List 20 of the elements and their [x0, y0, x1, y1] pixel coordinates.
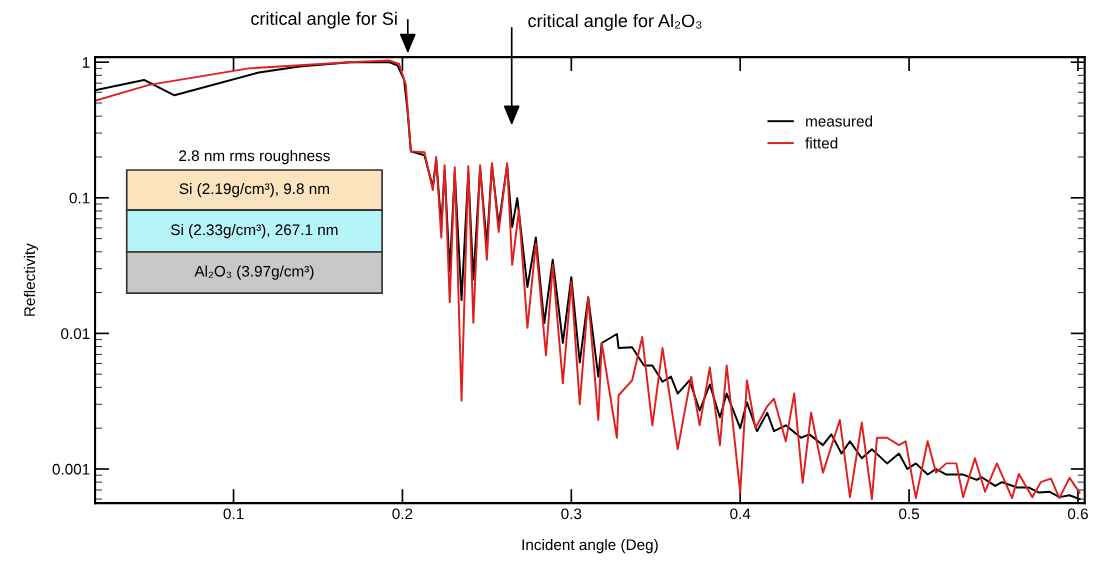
- y-tick-label: 0.01: [61, 328, 90, 340]
- x-tick-label: 0.5: [899, 508, 920, 520]
- x-axis-title: Incident angle (Deg): [522, 538, 658, 554]
- x-tick-label: 0.6: [1067, 508, 1088, 520]
- text: critical angle for Si: [251, 11, 397, 29]
- text: critical angle for Al₂O₃: [528, 13, 702, 31]
- annotation: Si (2.19g/cm³), 9.8 nm: [179, 182, 329, 198]
- annotation: Si (2.33g/cm³), 267.1 nm: [171, 223, 338, 239]
- y-tick-label: 1: [82, 57, 90, 68]
- y-tick-label: 0.1: [69, 192, 90, 204]
- y-tick-label: 0.001: [52, 463, 90, 475]
- legend-label: measured: [806, 115, 873, 127]
- x-tick-label: 0.1: [223, 508, 244, 520]
- x-tick-label: 0.3: [561, 508, 582, 520]
- legend-label: fitted: [805, 137, 838, 149]
- annotation: 2.8 nm rms roughness: [179, 149, 330, 165]
- annotation: Al₂O₃ (3.97g/cm³): [194, 265, 314, 280]
- x-tick-label: 0.4: [730, 508, 751, 520]
- x-tick-label: 0.2: [392, 508, 413, 520]
- y-axis-title: Reflectivity: [23, 243, 39, 316]
